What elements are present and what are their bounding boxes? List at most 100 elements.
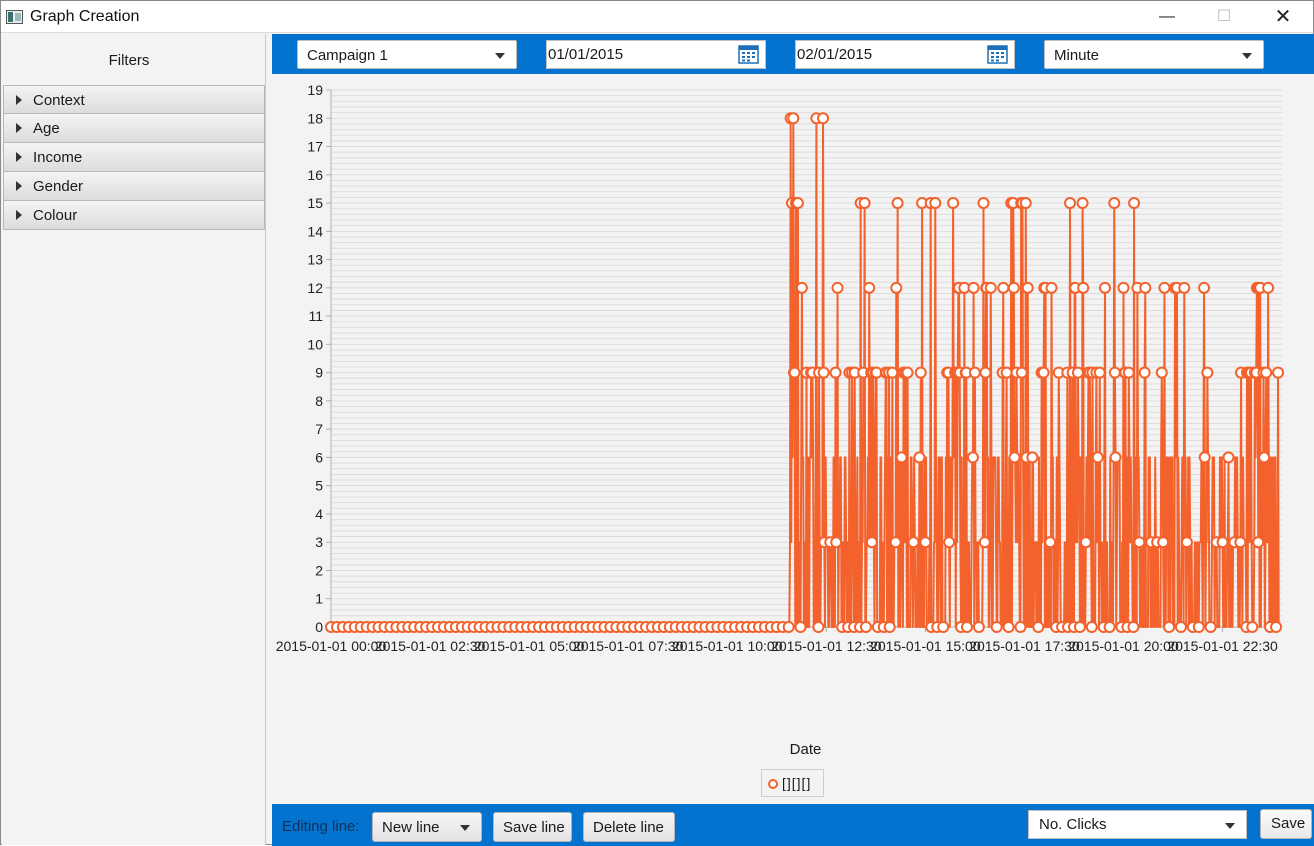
calendar-icon[interactable]	[987, 44, 1008, 64]
y-tick-label: 13	[307, 252, 323, 268]
y-tick-label: 4	[315, 506, 323, 522]
data-point	[1128, 197, 1141, 210]
data-point	[960, 621, 973, 633]
chevron-down-icon	[495, 53, 505, 59]
data-point	[1076, 197, 1089, 210]
data-point	[889, 536, 902, 549]
data-point	[1192, 621, 1205, 633]
data-point	[890, 281, 903, 294]
granularity-select[interactable]: Minute	[1044, 40, 1264, 69]
chevron-down-icon	[460, 825, 470, 831]
y-tick-label: 12	[307, 280, 323, 296]
data-point	[913, 451, 926, 464]
data-point	[1026, 451, 1039, 464]
start-date-picker[interactable]: 01/01/2015	[546, 40, 766, 69]
y-tick-label: 2	[315, 562, 323, 578]
y-tick-label: 0	[315, 619, 323, 635]
x-tick-label: 2015-01-01 02:30	[375, 638, 486, 654]
legend-symbol-icon	[768, 779, 778, 789]
data-point	[990, 621, 1003, 633]
expand-triangle-icon	[16, 95, 22, 105]
data-point	[979, 366, 992, 379]
title-bar: Graph Creation — ☐ ✕	[1, 1, 1313, 33]
filter-gender[interactable]: Gender	[3, 172, 265, 201]
save-line-button[interactable]: Save line	[493, 812, 572, 842]
data-point	[895, 451, 908, 464]
expand-triangle-icon	[16, 152, 22, 162]
data-point	[1077, 281, 1090, 294]
end-date-value: 02/01/2015	[797, 46, 873, 63]
data-point	[1099, 281, 1112, 294]
data-point	[1157, 536, 1170, 549]
filters-sidebar: Filters Context Age Income Gender Colour	[2, 34, 266, 845]
save-button[interactable]: Save	[1260, 809, 1312, 839]
expand-triangle-icon	[16, 181, 22, 191]
data-point	[967, 281, 980, 294]
x-axis-title: Date	[789, 741, 822, 758]
data-point	[1108, 197, 1121, 210]
x-tick-label: 2015-01-01 07:30	[573, 638, 684, 654]
filter-context[interactable]: Context	[3, 85, 265, 114]
data-point	[1139, 281, 1152, 294]
end-date-picker[interactable]: 02/01/2015	[795, 40, 1015, 69]
data-point	[1002, 621, 1015, 633]
data-point	[791, 197, 804, 210]
x-tick-label: 2015-01-01 12:30	[771, 638, 882, 654]
filter-income[interactable]: Income	[3, 143, 265, 172]
data-point	[1007, 281, 1020, 294]
legend-entry: [][][]	[782, 775, 812, 791]
data-point	[1008, 451, 1021, 464]
delete-line-button[interactable]: Delete line	[583, 812, 675, 842]
chart-legend: [][][]	[761, 769, 824, 797]
data-point	[943, 536, 956, 549]
data-point	[787, 112, 800, 125]
data-point	[977, 197, 990, 210]
x-tick-label: 2015-01-01 00:00	[276, 638, 387, 654]
data-point	[1127, 621, 1140, 633]
data-point	[1019, 197, 1032, 210]
metric-select[interactable]: No. Clicks	[1028, 810, 1247, 839]
filter-age[interactable]: Age	[3, 114, 265, 143]
data-point	[972, 621, 985, 633]
granularity-value: Minute	[1054, 47, 1100, 64]
y-tick-label: 3	[315, 534, 323, 550]
x-tick-label: 2015-01-01 05:00	[474, 638, 585, 654]
data-point	[1032, 621, 1045, 633]
filter-label: Gender	[33, 178, 84, 195]
data-point	[947, 197, 960, 210]
y-tick-label: 10	[307, 336, 323, 352]
data-point	[1109, 451, 1122, 464]
chevron-down-icon	[1242, 53, 1252, 59]
data-point	[1178, 281, 1191, 294]
y-tick-label: 16	[307, 167, 323, 183]
filter-colour[interactable]: Colour	[3, 201, 265, 230]
data-point	[978, 536, 991, 549]
data-point	[984, 281, 997, 294]
y-tick-label: 15	[307, 195, 323, 211]
line-select[interactable]: New line	[372, 812, 482, 842]
data-point	[1252, 536, 1265, 549]
data-point	[1272, 366, 1285, 379]
expand-triangle-icon	[16, 210, 22, 220]
y-tick-label: 19	[307, 82, 323, 98]
data-point	[914, 366, 927, 379]
data-point	[1258, 451, 1271, 464]
start-date-value: 01/01/2015	[548, 46, 624, 63]
campaign-select[interactable]: Campaign 1	[297, 40, 517, 69]
minimize-icon[interactable]: —	[1159, 8, 1175, 25]
maximize-icon[interactable]: ☐	[1216, 8, 1232, 25]
data-point	[812, 621, 825, 633]
data-point	[1108, 366, 1121, 379]
data-point	[859, 621, 872, 633]
data-point	[1174, 621, 1187, 633]
x-tick-label: 2015-01-01 15:00	[870, 638, 981, 654]
data-point	[1021, 281, 1034, 294]
data-point	[788, 366, 801, 379]
calendar-icon[interactable]	[738, 44, 759, 64]
data-point	[1117, 281, 1130, 294]
close-icon[interactable]: ✕	[1274, 6, 1292, 28]
data-point	[1037, 366, 1050, 379]
